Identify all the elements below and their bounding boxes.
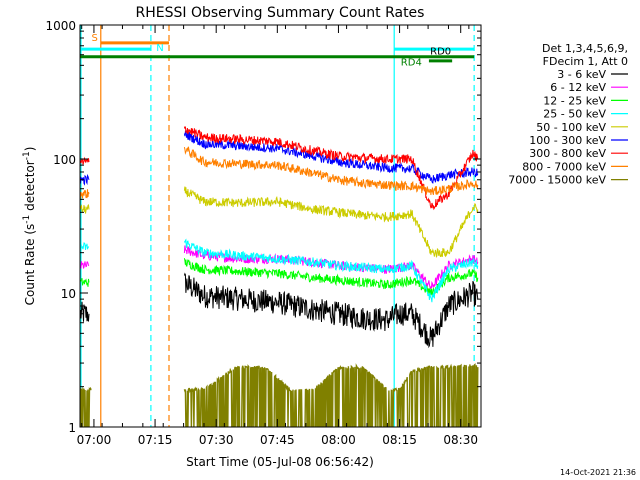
- legend-entry-label: 3 - 6 keV: [557, 68, 606, 81]
- plot-frame: [79, 24, 482, 428]
- x-tick-label: 07:00: [77, 433, 112, 447]
- series-line: [80, 278, 90, 287]
- x-tick-label: 07:30: [199, 433, 234, 447]
- legend: Det 1,3,4,5,6,9,FDecim 1, Att 03 - 6 keV…: [508, 42, 628, 187]
- y-tick-label: 10: [61, 287, 76, 301]
- series-line: [183, 238, 479, 303]
- series-line: [80, 204, 90, 214]
- series-line: [80, 386, 92, 427]
- legend-header: Det 1,3,4,5,6,9,: [542, 42, 628, 55]
- legend-entry-label: 100 - 300 keV: [529, 134, 606, 147]
- series-layer: [80, 126, 479, 427]
- y-tick-label: 1: [68, 421, 76, 435]
- chart-title: RHESSI Observing Summary Count Rates: [136, 5, 425, 21]
- series-line: [80, 242, 90, 250]
- annotation-layer: S N RD0 RD4: [80, 25, 475, 427]
- series-line: [80, 173, 90, 186]
- series-line: [183, 126, 479, 211]
- x-axis: 07:00 07:15 07:30 07:45 08:00 08:15 08:30: [77, 25, 478, 447]
- y-axis-label: Count Rate (s-1 detector-1): [22, 147, 37, 306]
- series-line: [183, 258, 479, 297]
- state-label: RD4: [401, 57, 422, 68]
- legend-entry-label: 6 - 12 keV: [550, 81, 606, 94]
- state-label: S: [91, 33, 97, 44]
- legend-header: FDecim 1, Att 0: [543, 55, 628, 68]
- timestamp: 14-Oct-2021 21:36: [560, 468, 636, 477]
- x-tick-label: 08:15: [382, 433, 417, 447]
- series-line: [80, 301, 90, 323]
- y-axis: 1 10 100 1000: [45, 19, 481, 435]
- legend-entry-label: 25 - 50 keV: [543, 108, 606, 121]
- state-label: N: [156, 43, 163, 54]
- series-line: [80, 189, 90, 199]
- y-tick-label: 100: [53, 153, 76, 167]
- legend-entry-label: 800 - 7000 keV: [522, 160, 606, 173]
- legend-entry-label: 300 - 800 keV: [529, 147, 606, 160]
- series-line: [183, 272, 479, 349]
- x-tick-label: 08:00: [321, 433, 356, 447]
- x-tick-label: 08:30: [443, 433, 478, 447]
- y-tick-label: 1000: [45, 19, 76, 33]
- series-line: [80, 261, 90, 269]
- state-label: RD0: [430, 47, 451, 58]
- series-line: [183, 363, 479, 427]
- x-tick-label: 07:45: [260, 433, 295, 447]
- x-axis-label: Start Time (05-Jul-08 06:56:42): [186, 455, 374, 469]
- series-line: [183, 186, 479, 258]
- series-line: [183, 130, 479, 184]
- legend-entry-label: 12 - 25 keV: [543, 94, 606, 107]
- x-tick-label: 07:15: [138, 433, 173, 447]
- legend-entry-label: 7000 - 15000 keV: [508, 174, 606, 187]
- legend-entry-label: 50 - 100 keV: [536, 121, 606, 134]
- series-line: [183, 146, 479, 196]
